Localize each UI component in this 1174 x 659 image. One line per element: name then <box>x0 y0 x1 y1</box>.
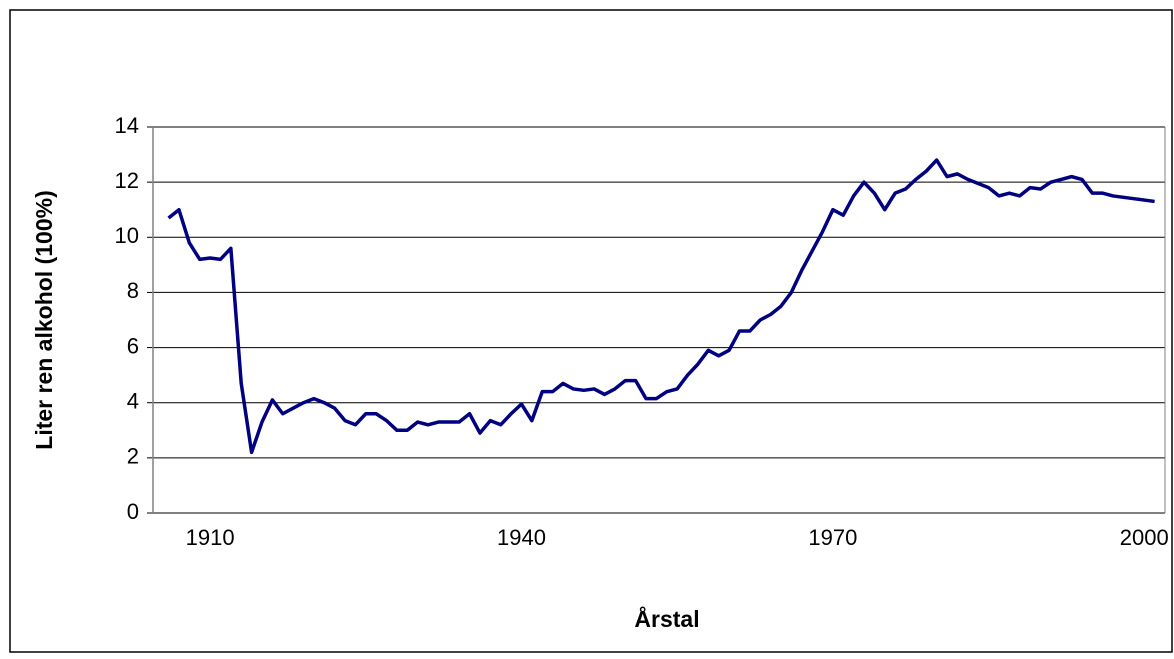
x-tick-label: 1970 <box>808 525 857 550</box>
x-tick-label: 2000 <box>1120 525 1169 550</box>
x-tick-label: 1940 <box>497 525 546 550</box>
y-axis-title: Liter ren alkohol (100%) <box>31 190 57 449</box>
y-tick-label: 12 <box>115 168 139 193</box>
data-line <box>167 158 1155 455</box>
y-tick-label: 2 <box>127 444 139 469</box>
x-tick-label: 1910 <box>186 525 235 550</box>
y-tick-label: 0 <box>127 499 139 524</box>
y-tick-label: 10 <box>115 223 139 248</box>
y-tick-label: 8 <box>127 278 139 303</box>
y-tick-label: 4 <box>127 389 139 414</box>
chart-frame <box>9 9 1173 653</box>
y-tick-label: 14 <box>115 113 139 138</box>
y-tick-label: 6 <box>127 333 139 358</box>
x-axis-title: Årstal <box>634 605 699 632</box>
